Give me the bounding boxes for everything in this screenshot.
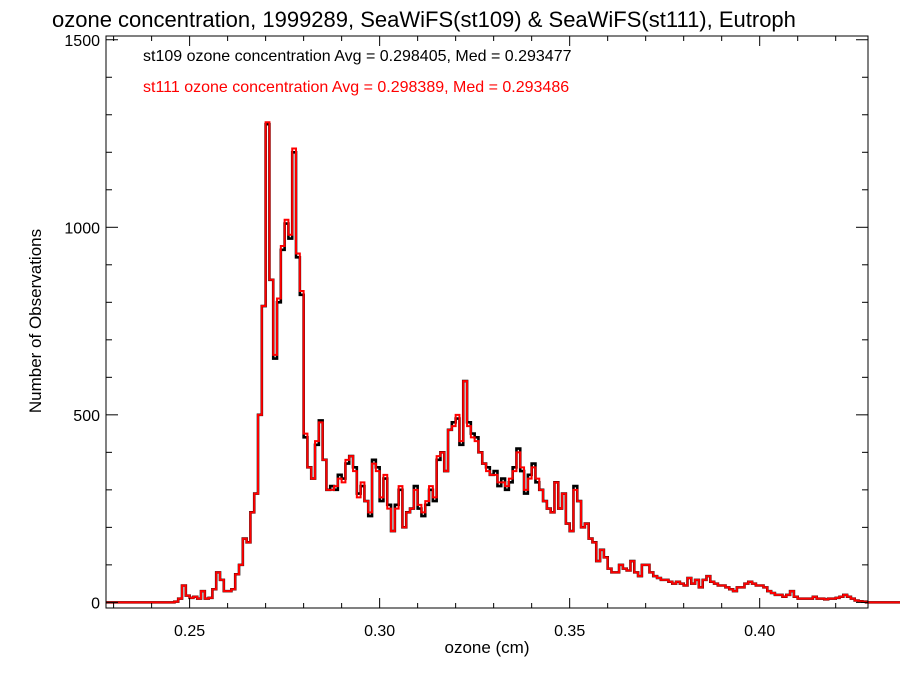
plot-frame xyxy=(105,35,869,609)
chart-title: ozone concentration, 1999289, SeaWiFS(st… xyxy=(52,7,796,32)
x-axis-label: ozone (cm) xyxy=(444,638,529,657)
x-tick-label: 0.30 xyxy=(364,623,395,640)
legend-entry-st109: st109 ozone concentration Avg = 0.298405… xyxy=(143,48,572,65)
y-tick-label: 1000 xyxy=(64,220,100,237)
x-tick-label: 0.25 xyxy=(174,623,205,640)
y-axis-ticks: 0 500 1000 1500 xyxy=(64,33,868,612)
series-line-st111 xyxy=(106,121,900,604)
y-tick-label: 0 xyxy=(91,595,100,612)
x-axis-ticks: 0.25 0.30 0.35 0.40 xyxy=(113,36,837,640)
x-tick-label: 0.40 xyxy=(744,623,775,640)
x-tick-label: 0.35 xyxy=(554,623,585,640)
y-axis-label: Number of Observations xyxy=(26,229,45,413)
y-tick-label: 500 xyxy=(73,408,100,425)
series-layer xyxy=(106,121,900,604)
y-tick-label: 1500 xyxy=(64,33,100,50)
legend-entry-st111: st111 ozone concentration Avg = 0.298389… xyxy=(143,79,569,96)
